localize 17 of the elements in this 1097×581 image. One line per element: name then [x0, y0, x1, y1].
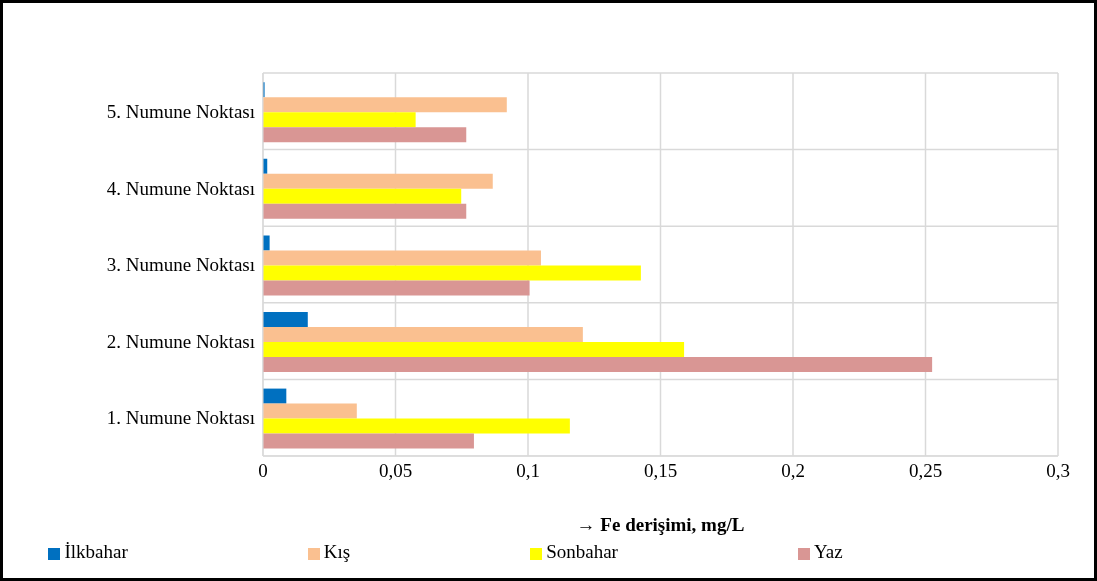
- y-tick-label: 2. Numune Noktası: [106, 330, 255, 352]
- legend-label: Yaz: [813, 541, 843, 562]
- x-tick-label: 0: [258, 460, 268, 482]
- x-tick-label: 0,2: [781, 460, 805, 482]
- x-tick-label: 0,3: [1046, 460, 1070, 482]
- y-tick-label: 4. Numune Noktası: [106, 177, 255, 199]
- x-tick-label: 0,15: [643, 460, 678, 482]
- legend-label: Kış: [323, 541, 351, 562]
- legend-label: Sonbahar: [546, 541, 618, 562]
- y-tick-label: 3. Numune Noktası: [106, 254, 255, 276]
- x-tick-label: 0,25: [908, 460, 943, 482]
- x-tick-label: 0,1: [516, 460, 540, 482]
- y-tick-label: 1. Numune Noktası: [106, 407, 255, 429]
- legend-label: İlkbahar: [64, 541, 128, 562]
- y-tick-label: 5. Numune Noktası: [106, 101, 255, 123]
- x-axis-title: → Fe derişimi, mg/L: [576, 514, 745, 535]
- x-tick-label: 0,05: [378, 460, 413, 482]
